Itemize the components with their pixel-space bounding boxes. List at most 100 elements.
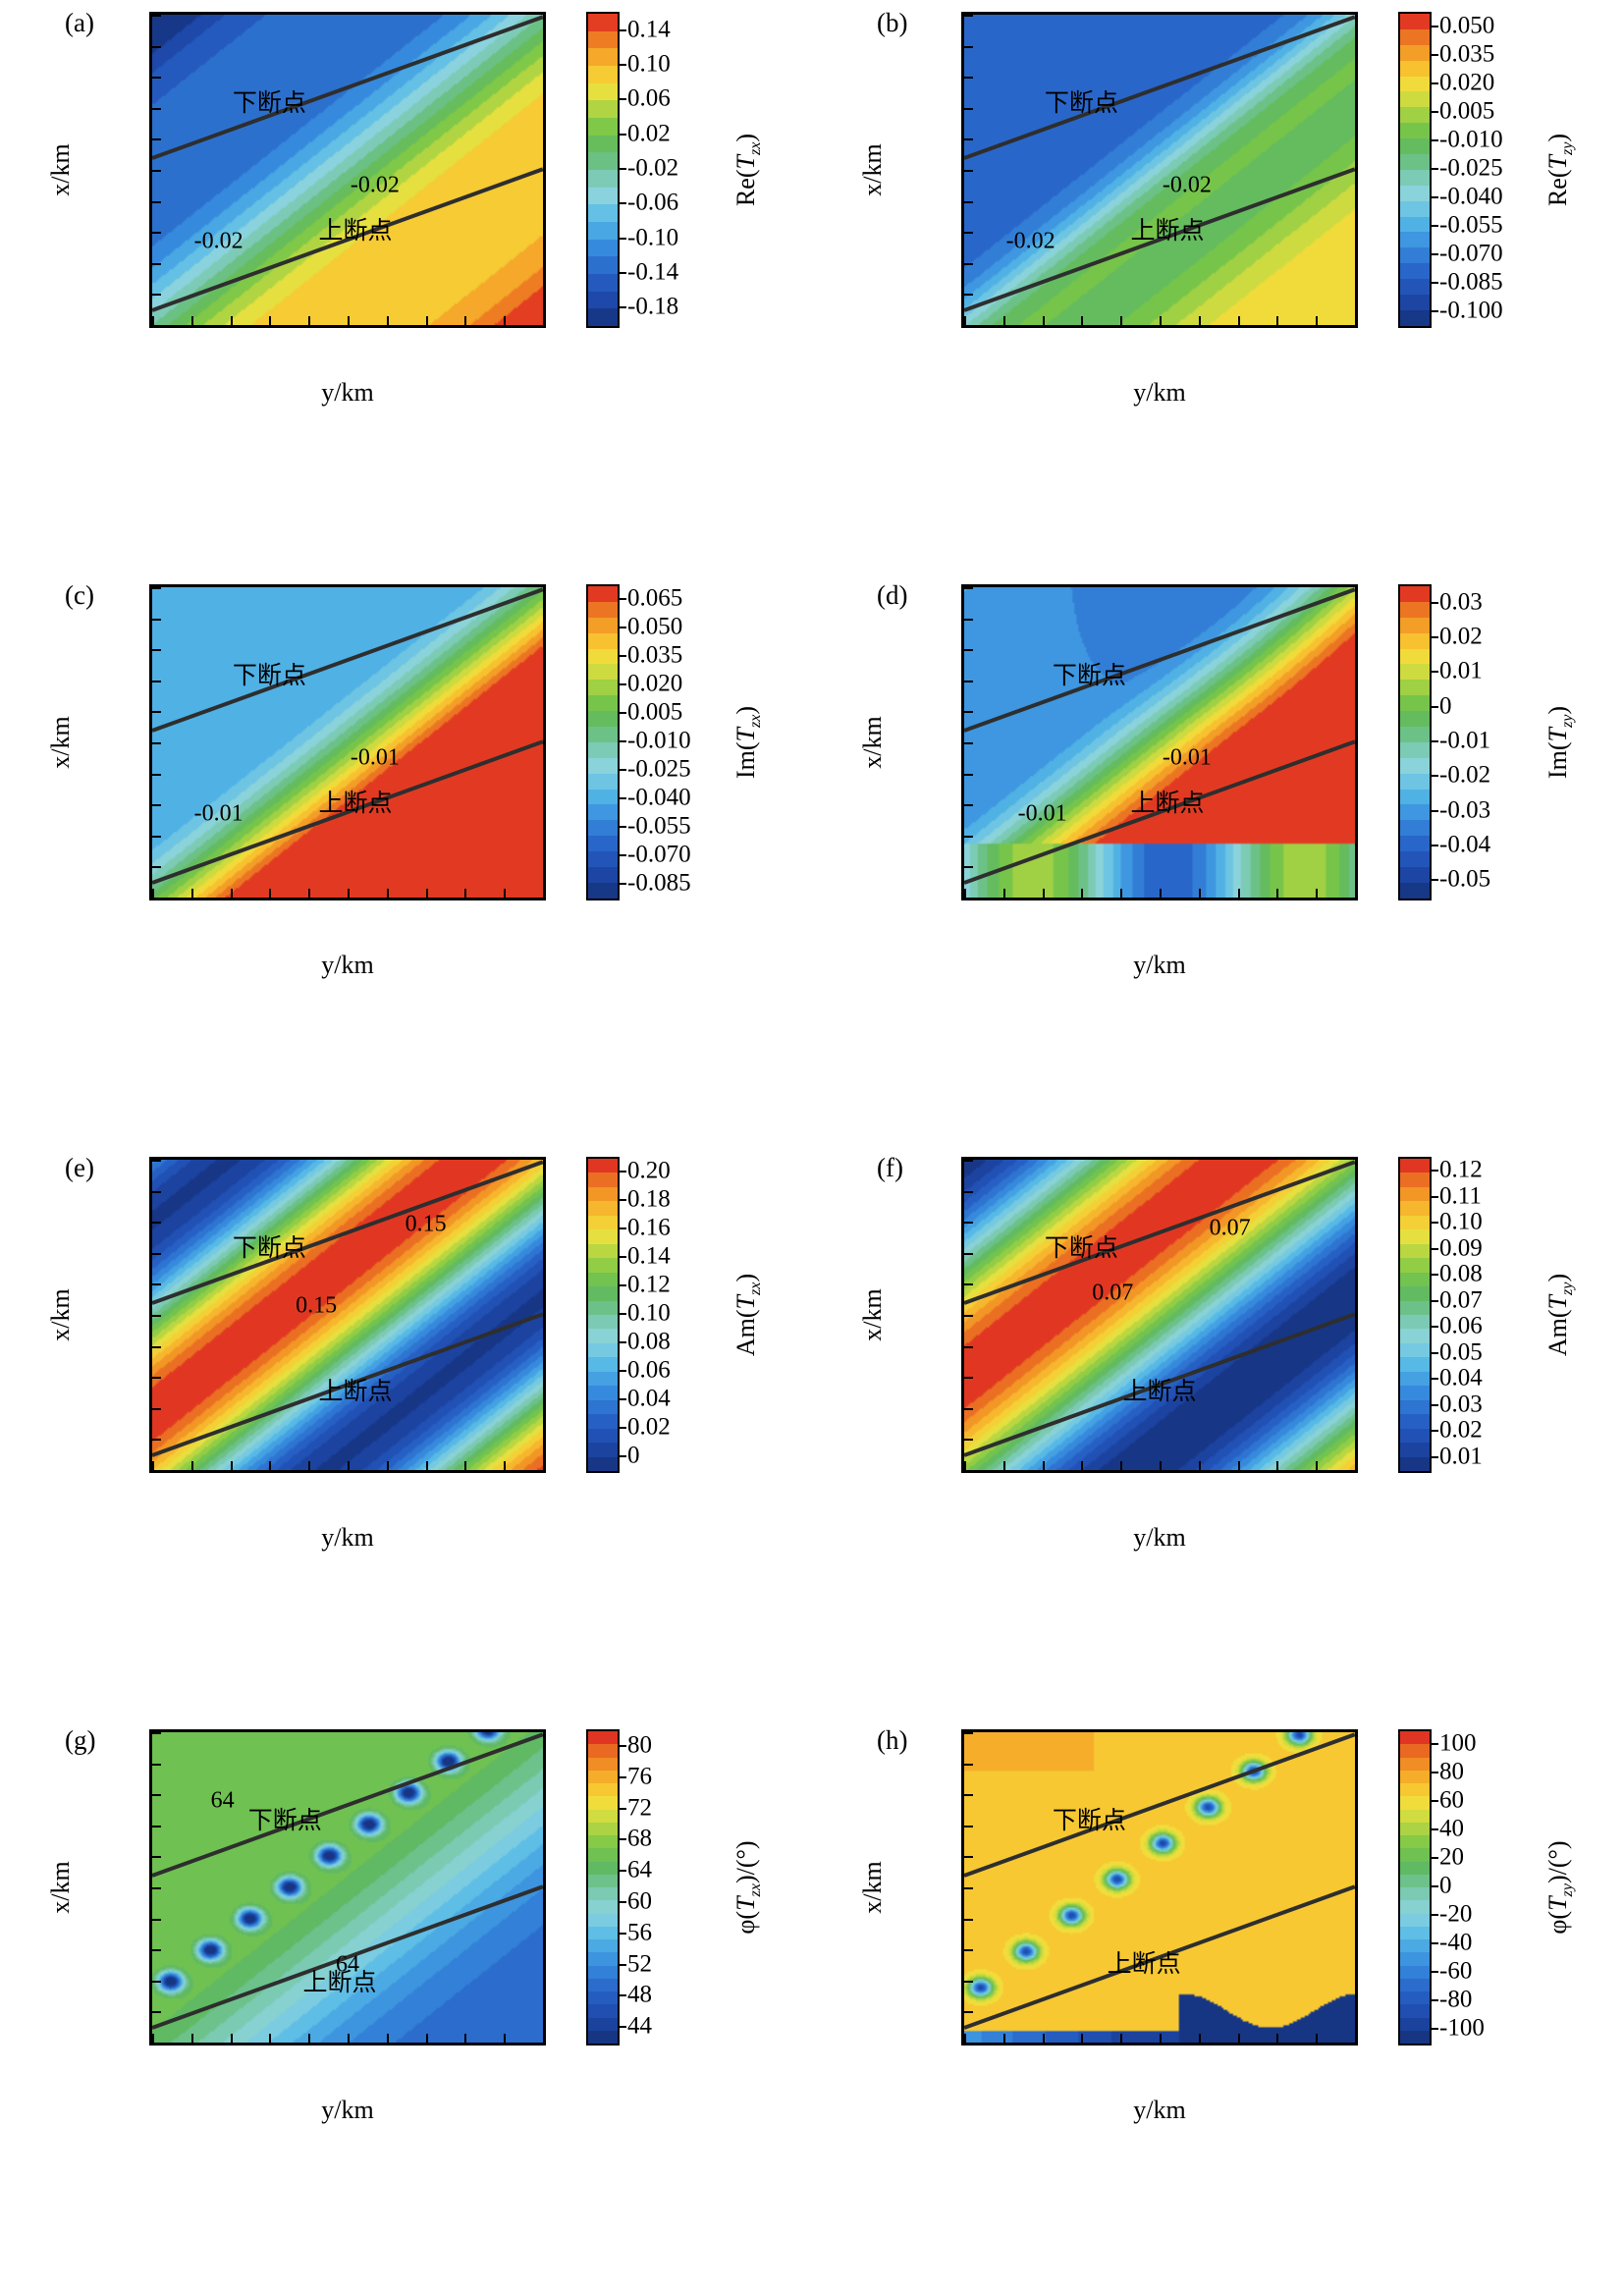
colorbar-segment <box>1400 1965 1430 1979</box>
colorbar-title-prefix: Re( <box>731 169 760 207</box>
x-tick <box>152 2034 154 2043</box>
colorbar-segment <box>1400 1861 1430 1875</box>
panel-label: (g) <box>65 1725 96 1755</box>
colorbar-segment <box>1400 2017 1430 2031</box>
colorbar-segment <box>1400 295 1430 310</box>
x-tick <box>1120 316 1123 325</box>
colorbar-segment <box>588 1342 618 1358</box>
contour-surface <box>152 15 543 325</box>
colorbar-c: 0.065 0.050 0.035 0.020 0.005 -0.010 -0.025 -0.… <box>586 584 691 900</box>
colorbar-segment <box>1400 28 1430 45</box>
x-tick <box>1276 316 1279 325</box>
colorbar-tick <box>1432 879 1438 882</box>
x-tick <box>308 2034 311 2043</box>
colorbar-tick-label: 0.06 <box>627 84 671 112</box>
colorbar-tick-label: -0.040 <box>627 784 691 811</box>
x-tick <box>1355 316 1357 325</box>
colorbar-segment <box>588 291 618 309</box>
colorbar-tick <box>620 1744 626 1747</box>
colorbar-title-prefix: Re( <box>1543 169 1572 207</box>
colorbar-segment <box>1400 123 1430 139</box>
colorbar-segment <box>588 1215 618 1230</box>
y-tick <box>152 1315 161 1317</box>
x-tick <box>1081 1461 1084 1470</box>
x-tick <box>269 889 272 898</box>
x-tick <box>1316 316 1319 325</box>
x-tick <box>1042 889 1045 898</box>
y-tick <box>964 294 973 297</box>
colorbar-title-symbol: T <box>731 1294 760 1310</box>
colorbar-segment <box>588 1744 618 1758</box>
colorbar-tick <box>1432 1743 1438 1746</box>
colorbar-segment <box>588 1456 618 1471</box>
y-axis-title: x/km <box>46 1861 75 1914</box>
x-tick <box>190 316 193 325</box>
colorbar-tick <box>620 1870 626 1873</box>
colorbar-segment <box>1400 1757 1430 1771</box>
x-tick <box>1002 1461 1005 1470</box>
colorbar-segment <box>1400 1215 1430 1230</box>
x-tick <box>1276 2034 1279 2043</box>
colorbar-segment <box>1400 1822 1430 1835</box>
x-tick <box>504 316 507 325</box>
colorbar-tick <box>1432 26 1438 28</box>
colorbar-tick <box>620 64 626 66</box>
colorbar-segment <box>1400 169 1430 186</box>
y-tick <box>152 2011 161 2014</box>
x-tick <box>1042 2034 1045 2043</box>
colorbar-tick-label: 0.03 <box>1439 1391 1483 1418</box>
colorbar-tick <box>620 2026 626 2029</box>
x-tick <box>464 889 467 898</box>
y-tick <box>964 711 973 714</box>
y-tick <box>964 107 973 110</box>
colorbar-tick-label: 0.020 <box>1439 69 1495 96</box>
colorbar-tick-label: 40 <box>1439 1815 1464 1842</box>
colorbar-segment <box>1400 1796 1430 1810</box>
y-axis-title: x/km <box>46 143 75 196</box>
y-tick <box>152 649 161 652</box>
x-tick <box>1081 316 1084 325</box>
colorbar-tick-label: 0.12 <box>1439 1156 1483 1183</box>
colorbar-tick-label: -0.010 <box>627 727 691 754</box>
colorbar-segment <box>1400 200 1430 217</box>
colorbar-tick-label: -0.010 <box>1439 126 1503 153</box>
x-tick <box>425 316 428 325</box>
colorbar-title-symbol: T <box>1543 1896 1572 1911</box>
colorbar-tick-label: -0.03 <box>1439 796 1491 824</box>
colorbar-segment <box>588 2017 618 2031</box>
y-tick <box>964 77 973 80</box>
x-tick <box>1198 2034 1201 2043</box>
colorbar-segment <box>588 680 618 696</box>
colorbar-segment <box>1400 1399 1430 1415</box>
panel-b: (b) 下断点上断点-0.02-0.021086420-2-4-6-8-10-10… <box>812 0 1624 573</box>
y-tick <box>964 1732 973 1734</box>
y-tick <box>964 1252 973 1255</box>
colorbar-tick <box>1432 1455 1438 1458</box>
panel-c: (c) 下断点上断点-0.01-0.011086420-2-4-6-8-10-10… <box>0 573 812 1145</box>
colorbar-tick-label: 60 <box>627 1887 652 1915</box>
colorbar-segment <box>588 1991 618 2005</box>
y-tick <box>964 680 973 682</box>
panel-e: (e) 下断点上断点0.150.151086420-2-4-6-8-10-10-8… <box>0 1145 812 1718</box>
colorbar-segment <box>588 1926 618 1939</box>
colorbar-segment <box>588 1848 618 1862</box>
y-tick <box>152 866 161 869</box>
x-tick <box>1120 889 1123 898</box>
colorbar-segment <box>588 820 618 837</box>
x-tick <box>190 2034 193 2043</box>
colorbar-tick-label: 0.07 <box>1439 1286 1483 1314</box>
colorbar-segment <box>1400 741 1430 758</box>
colorbar-tick-label: -0.025 <box>627 755 691 783</box>
colorbar-tick <box>620 1369 626 1372</box>
y-tick <box>152 107 161 110</box>
colorbar-segment <box>588 1874 618 1887</box>
y-tick <box>964 1918 973 1921</box>
colorbar-segment <box>1400 632 1430 649</box>
y-tick <box>964 1887 973 1889</box>
colorbar-title-subscript: zy <box>1559 141 1577 156</box>
y-tick <box>152 1980 161 1983</box>
colorbar-tick-label: 0.005 <box>1439 97 1495 125</box>
colorbar-segment <box>588 867 618 883</box>
y-tick <box>152 294 161 297</box>
y-tick <box>152 1345 161 1348</box>
